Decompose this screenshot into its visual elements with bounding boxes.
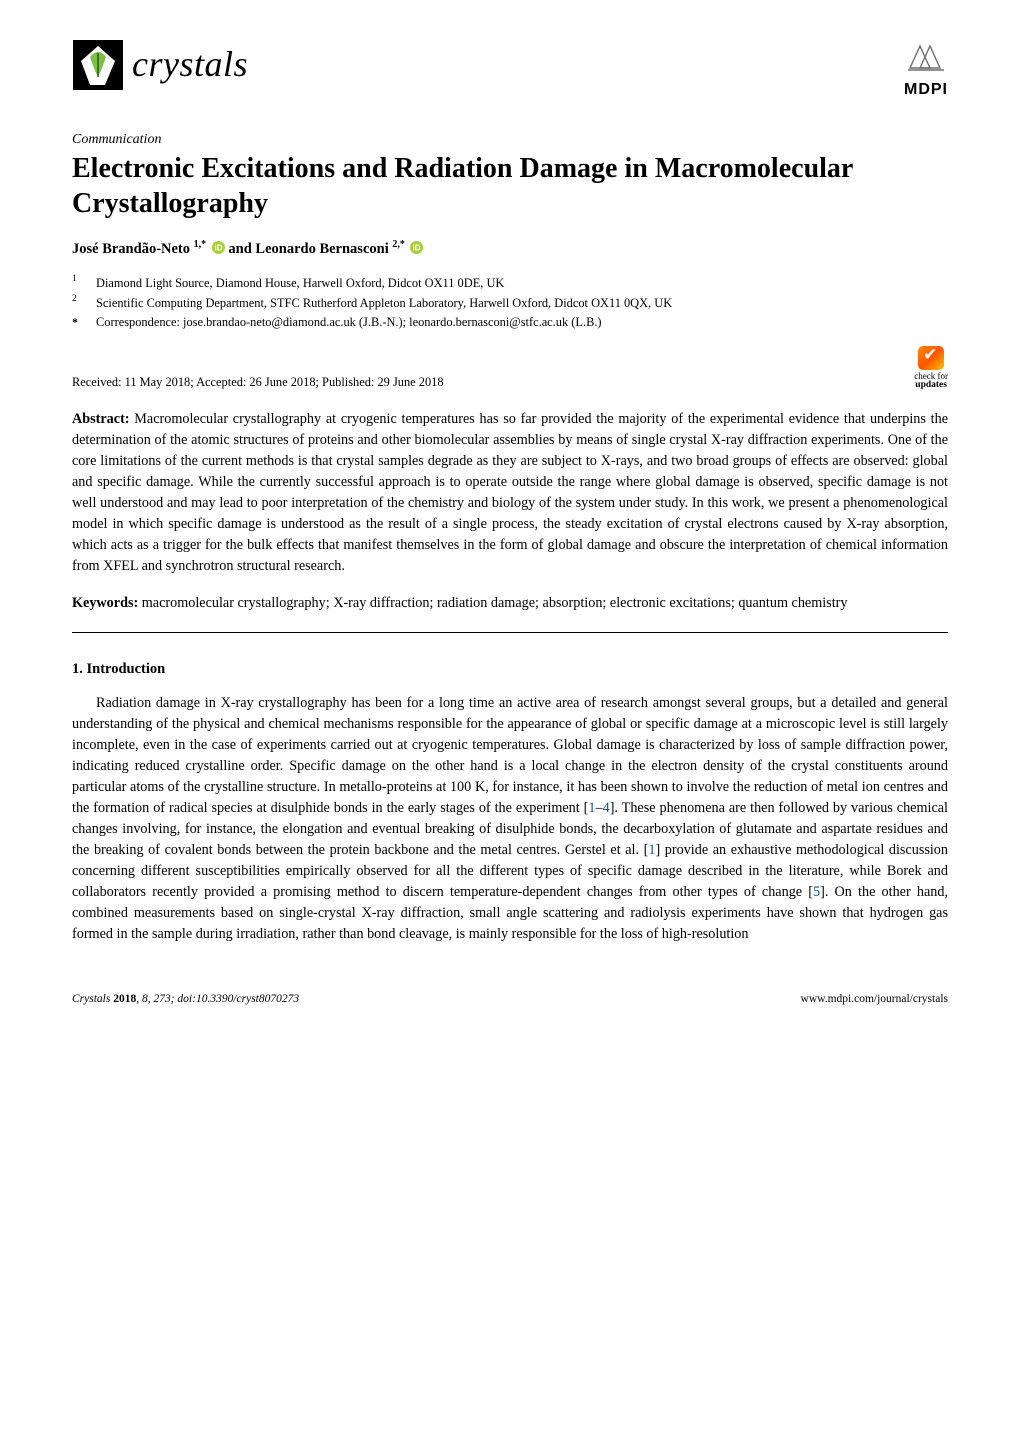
footer-journal: Crystals — [72, 993, 110, 1005]
correspondence-text: Correspondence: jose.brandao-neto@diamon… — [96, 313, 602, 332]
author-marks: 2,* — [392, 239, 405, 250]
text-run: Radiation damage in X-ray crystallograph… — [72, 695, 948, 816]
crystals-logo-icon — [72, 39, 124, 91]
updates-line2: updates — [915, 381, 947, 391]
body-text: Radiation damage in X-ray crystallograph… — [72, 693, 948, 945]
affiliation-text: Diamond Light Source, Diamond House, Har… — [96, 274, 504, 293]
correspondence-mark: * — [72, 313, 84, 332]
journal-name: crystals — [132, 38, 248, 91]
keywords-text: macromolecular crystallography; X-ray di… — [142, 595, 848, 611]
check-for-updates-button[interactable]: check for updates — [914, 346, 948, 391]
svg-text:iD: iD — [413, 243, 421, 252]
affiliation-row: 2 Scientific Computing Department, STFC … — [72, 294, 948, 313]
author-list: José Brandão-Neto 1,* iD and Leonardo Be… — [72, 238, 948, 260]
publication-dates-row: Received: 11 May 2018; Accepted: 26 June… — [72, 346, 948, 391]
keywords: Keywords: macromolecular crystallography… — [72, 593, 948, 614]
abstract-label: Abstract: — [72, 411, 130, 427]
article-title: Electronic Excitations and Radiation Dam… — [72, 152, 948, 221]
page-header: crystals MDPI — [72, 38, 948, 102]
paragraph: Radiation damage in X-ray crystallograph… — [72, 693, 948, 945]
orcid-icon[interactable]: iD — [212, 241, 225, 254]
author-name: Leonardo Bernasconi — [255, 241, 388, 257]
abstract-text: Macromolecular crystallography at cryoge… — [72, 411, 948, 574]
footer-rest: , 8, 273; doi:10.3390/cryst8070273 — [136, 993, 299, 1005]
publication-dates: Received: 11 May 2018; Accepted: 26 June… — [72, 373, 444, 391]
footer-citation: Crystals 2018, 8, 273; doi:10.3390/cryst… — [72, 991, 299, 1008]
author-marks: 1,* — [194, 239, 207, 250]
affiliation-number: 2 — [72, 292, 84, 311]
author-name: José Brandão-Neto — [72, 241, 190, 257]
footer-year: 2018 — [113, 993, 136, 1005]
citation-link[interactable]: 4 — [603, 800, 610, 816]
citation-link[interactable]: 1 — [588, 800, 595, 816]
correspondence-row: * Correspondence: jose.brandao-neto@diam… — [72, 313, 948, 332]
page-footer: Crystals 2018, 8, 273; doi:10.3390/cryst… — [72, 991, 948, 1008]
journal-url-link[interactable]: www.mdpi.com/journal/crystals — [801, 993, 948, 1005]
publisher-logo: MDPI — [904, 38, 948, 102]
journal-logo: crystals — [72, 38, 248, 91]
horizontal-rule — [72, 632, 948, 633]
affiliations: 1 Diamond Light Source, Diamond House, H… — [72, 274, 948, 332]
section-heading: 1. Introduction — [72, 659, 948, 680]
mdpi-icon — [906, 38, 946, 76]
keywords-label: Keywords: — [72, 595, 138, 611]
article-type: Communication — [72, 130, 948, 151]
affiliation-row: 1 Diamond Light Source, Diamond House, H… — [72, 274, 948, 293]
footer-url: www.mdpi.com/journal/crystals — [801, 991, 948, 1008]
affiliation-number: 1 — [72, 272, 84, 291]
check-icon — [918, 346, 944, 370]
text-run: – — [596, 800, 603, 816]
publisher-name: MDPI — [904, 78, 948, 102]
orcid-icon[interactable]: iD — [410, 241, 423, 254]
affiliation-text: Scientific Computing Department, STFC Ru… — [96, 294, 672, 313]
abstract: Abstract: Macromolecular crystallography… — [72, 409, 948, 577]
author-joiner: and — [228, 241, 255, 257]
svg-text:iD: iD — [214, 243, 222, 252]
